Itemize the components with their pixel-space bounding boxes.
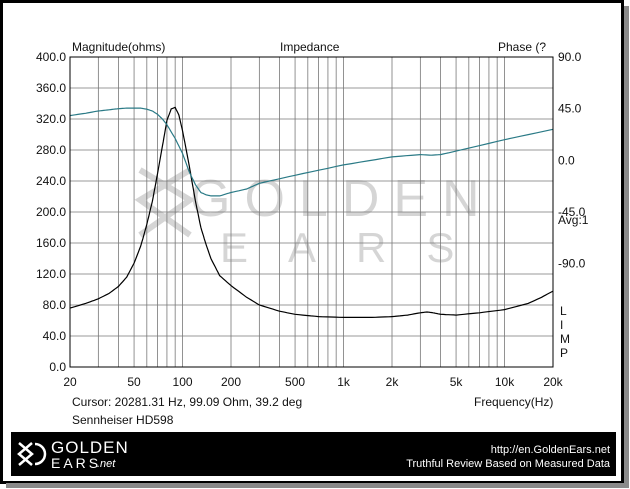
y-left-tick-label: 120.0 (36, 267, 66, 281)
y-left-tick-label: 160.0 (36, 236, 66, 250)
y-left-tick-label: 40.0 (43, 329, 67, 343)
ticks: 0.040.080.0120.0160.0200.0240.0280.0320.… (36, 50, 586, 389)
plot-border (69, 56, 554, 368)
magnitude-curve (69, 106, 554, 318)
limp-label-p: P (560, 346, 569, 360)
device-name: Sennheiser HD598 (72, 413, 174, 427)
y-right-tick-label: 0.0 (558, 153, 575, 167)
x-tick-label: 200 (221, 375, 241, 389)
right-axis-label: Phase (? (498, 40, 547, 54)
x-axis-label: Frequency(Hz) (474, 395, 554, 409)
logo-top: GOLDEN (51, 438, 129, 457)
grid (70, 57, 553, 367)
x-tick-label: 100 (173, 375, 193, 389)
footer-url[interactable]: http://en.GoldenEars.net (490, 444, 610, 456)
x-tick-label: 1k (337, 375, 351, 389)
limp-label-m: M (560, 332, 570, 346)
y-right-tick-label: -45.0 (558, 205, 586, 219)
x-tick-label: 2k (386, 375, 400, 389)
avg-label: Avg:1 (558, 213, 589, 227)
y-left-tick-label: 80.0 (43, 298, 67, 312)
left-axis-label: Magnitude(ohms) (72, 40, 166, 54)
x-tick-label: 50 (127, 375, 141, 389)
limp-label-l: L (560, 304, 567, 318)
y-left-tick-label: 280.0 (36, 143, 66, 157)
watermark-line1: GOLDEN (190, 170, 494, 228)
y-left-tick-label: 0.0 (49, 360, 66, 374)
goldenears-logo-icon (17, 442, 47, 466)
y-left-tick-label: 400.0 (36, 50, 66, 64)
x-tick-label: 5k (450, 375, 464, 389)
y-right-tick-label: -90.0 (558, 257, 586, 271)
y-right-tick-label: 45.0 (558, 102, 582, 116)
limp-label-i: I (560, 318, 564, 332)
y-left-tick-label: 320.0 (36, 112, 66, 126)
phase-curve (69, 107, 554, 197)
curves (69, 106, 554, 318)
footer-banner: GOLDEN EARS .net http://en.GoldenEars.ne… (11, 432, 616, 476)
logo-bottom: EARS (51, 455, 102, 471)
y-left-tick-label: 360.0 (36, 81, 66, 95)
footer-tagline: Truthful Review Based on Measured Data (406, 458, 610, 470)
y-right-tick-label: 90.0 (558, 50, 582, 64)
x-tick-label: 20k (543, 375, 563, 389)
logo-suffix: .net (97, 458, 116, 470)
y-left-tick-label: 240.0 (36, 174, 66, 188)
x-tick-label: 20 (63, 375, 77, 389)
watermark-line2: EARS (220, 224, 494, 271)
x-tick-label: 10k (495, 375, 515, 389)
chart-title: Impedance (280, 40, 340, 54)
x-tick-label: 500 (285, 375, 305, 389)
y-left-tick-label: 200.0 (36, 205, 66, 219)
cursor-readout: Cursor: 20281.31 Hz, 99.09 Ohm, 39.2 deg (72, 395, 303, 409)
